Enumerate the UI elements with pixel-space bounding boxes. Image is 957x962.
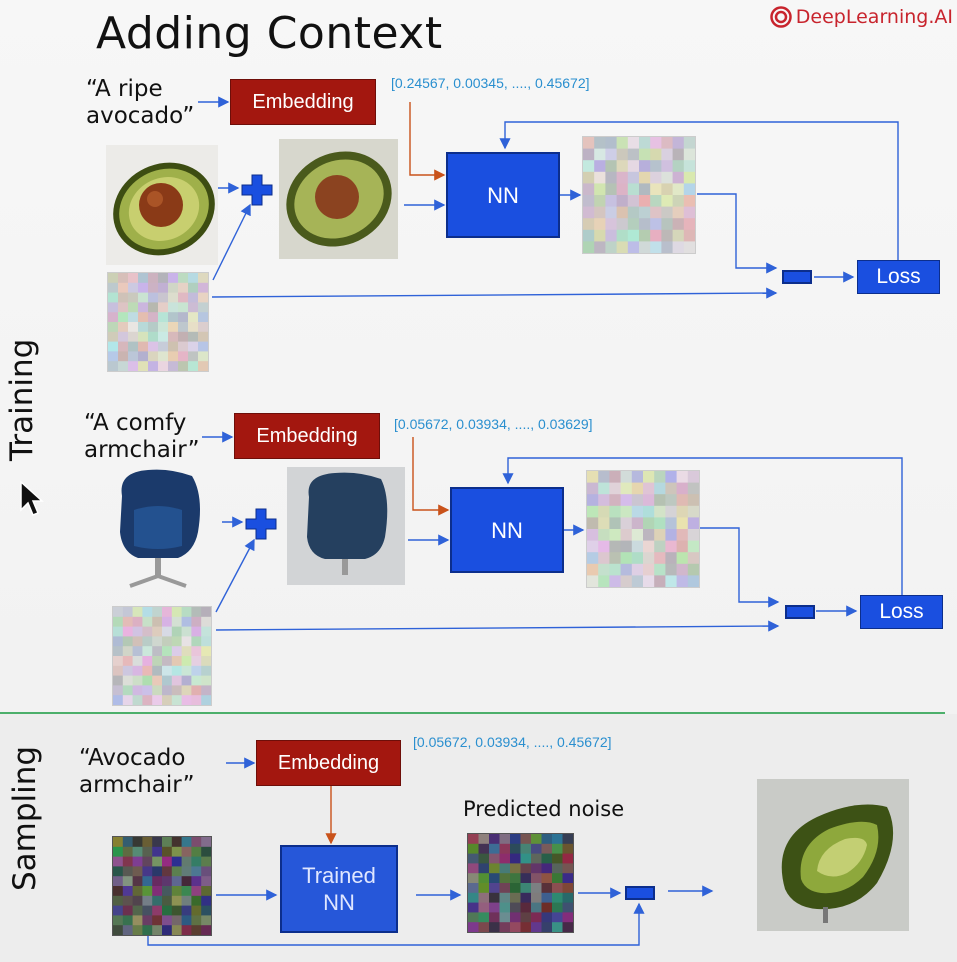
- embedding-block: Embedding: [230, 79, 376, 125]
- nn-block: NN: [446, 152, 560, 238]
- plus-icon: [240, 173, 274, 212]
- nn-block: NN: [450, 487, 564, 573]
- predicted-noise-output: [467, 833, 574, 933]
- embedding-vector: [0.05672, 0.03934, ...., 0.03629]: [394, 416, 593, 432]
- prompt-line: armchair”: [79, 772, 195, 798]
- prompt-text: “Avocado armchair”: [79, 745, 195, 799]
- prompt-line: “Avocado: [79, 745, 186, 771]
- minus-icon: [785, 605, 815, 619]
- avocado-image: [106, 145, 218, 265]
- slide-title: Adding Context: [96, 8, 443, 59]
- embedding-block: Embedding: [256, 740, 401, 786]
- minus-icon: [782, 270, 812, 284]
- predicted-noise-output: [582, 136, 696, 254]
- noise-input: [112, 836, 212, 936]
- generated-avocado-armchair-image: [757, 779, 909, 931]
- predicted-noise-output: [586, 470, 700, 588]
- prompt-line: avocado”: [86, 103, 195, 129]
- noisy-avocado-image: [279, 139, 398, 259]
- brand: DeepLearning.AI: [770, 6, 953, 28]
- deeplearning-logo-icon: [770, 6, 792, 28]
- embedding-block: Embedding: [234, 413, 380, 459]
- plus-icon: [244, 507, 278, 546]
- loss-block: Loss: [857, 260, 940, 294]
- noise-sample: [112, 606, 212, 706]
- prompt-text: “A comfy armchair”: [84, 410, 200, 464]
- noisy-armchair-image: [287, 467, 405, 585]
- mouse-cursor-icon: [20, 480, 44, 516]
- armchair-image: [120, 469, 200, 588]
- minus-icon: [625, 886, 655, 900]
- brand-name: DeepLearning.AI: [795, 6, 953, 28]
- prompt-text: “A ripe avocado”: [86, 76, 194, 130]
- embedding-vector: [0.05672, 0.03934, ...., 0.45672]: [413, 734, 612, 750]
- embedding-vector: [0.24567, 0.00345, ...., 0.45672]: [391, 75, 590, 91]
- trained-nn-block: Trained NN: [280, 845, 398, 933]
- prompt-line: armchair”: [84, 437, 200, 463]
- prompt-line: “A comfy: [84, 410, 187, 436]
- section-divider: [0, 712, 945, 714]
- trained-nn-line: Trained: [302, 863, 376, 888]
- noise-sample: [107, 272, 209, 372]
- predicted-noise-label: Predicted noise: [463, 797, 625, 821]
- loss-block: Loss: [860, 595, 943, 629]
- prompt-line: “A ripe: [86, 76, 163, 102]
- trained-nn-line: NN: [323, 890, 355, 915]
